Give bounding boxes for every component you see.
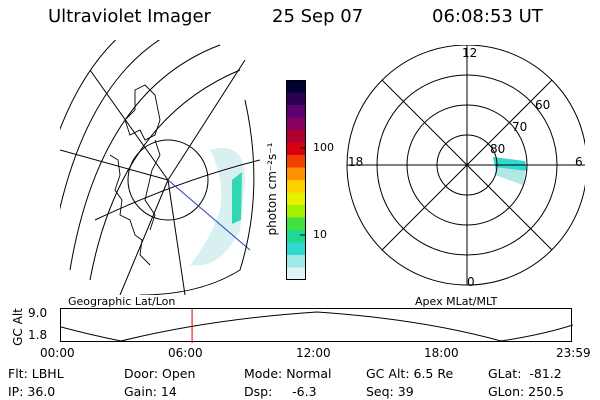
xtick-0600: 06:00 bbox=[168, 346, 203, 360]
colorbar-band bbox=[286, 217, 306, 231]
mlt-label-18: 18 bbox=[348, 155, 364, 169]
colorbar bbox=[286, 80, 306, 280]
mlat-label-80: 80 bbox=[490, 142, 506, 156]
mlt-label-0: 0 bbox=[467, 275, 475, 289]
apex-label: Apex MLat/MLT bbox=[415, 295, 498, 308]
colorbar-band bbox=[286, 130, 306, 143]
xtick-1200: 12:00 bbox=[296, 346, 331, 360]
altitude-ytick-top: 9.0 bbox=[28, 306, 48, 320]
info-gcalt: GC Alt: 6.5 Re bbox=[366, 366, 454, 381]
info-seq: Seq: 39 bbox=[366, 384, 414, 399]
colorbar-tick-10: 10 bbox=[313, 228, 327, 241]
colorbar-band bbox=[286, 117, 306, 131]
colorbar-band bbox=[286, 142, 306, 156]
colorbar-band bbox=[286, 205, 306, 218]
apex-polar-plot bbox=[346, 45, 585, 286]
info-door: Door: Open bbox=[124, 366, 196, 381]
info-dsp: Dsp: -6.3 bbox=[244, 384, 317, 399]
aurora-emission-bright bbox=[232, 172, 242, 224]
geographic-label: Geographic Lat/Lon bbox=[68, 295, 176, 308]
colorbar-band bbox=[286, 230, 306, 243]
date-label: 25 Sep 07 bbox=[272, 6, 364, 27]
xtick-1800: 18:00 bbox=[424, 346, 459, 360]
mlt-label-12: 12 bbox=[462, 46, 478, 60]
colorbar-band bbox=[286, 155, 306, 168]
altitude-ytick-bottom: 1.8 bbox=[28, 328, 48, 342]
instrument-title: Ultraviolet Imager bbox=[48, 6, 211, 27]
time-label: 06:08:53 UT bbox=[432, 6, 543, 27]
aurora-emission-faint bbox=[190, 148, 245, 266]
colorbar-band bbox=[286, 92, 306, 106]
xtick-0000: 00:00 bbox=[40, 346, 75, 360]
colorbar-band bbox=[286, 167, 306, 181]
colorbar-band bbox=[286, 105, 306, 118]
colorbar-tick-100: 100 bbox=[313, 141, 334, 154]
info-mode: Mode: Normal bbox=[244, 366, 332, 381]
altitude-curve bbox=[61, 311, 573, 342]
info-flt: Flt: LBHL bbox=[8, 366, 64, 381]
info-ip: IP: 36.0 bbox=[8, 384, 56, 399]
colorbar-unit-label: photon cm⁻²s⁻¹ bbox=[265, 142, 279, 236]
colorbar-band bbox=[286, 255, 306, 268]
colorbar-band bbox=[286, 180, 306, 193]
mlat-label-70: 70 bbox=[512, 120, 528, 134]
mlat-label-60: 60 bbox=[535, 98, 551, 112]
colorbar-band bbox=[286, 267, 306, 280]
mlt-label-6: 6 bbox=[575, 155, 583, 169]
aurora-oval-bright bbox=[493, 157, 527, 171]
info-gain: Gain: 14 bbox=[124, 384, 177, 399]
altitude-plot bbox=[60, 308, 573, 343]
colorbar-band bbox=[286, 80, 306, 93]
geographic-map bbox=[60, 40, 260, 295]
colorbar-band bbox=[286, 192, 306, 206]
colorbar-band bbox=[286, 242, 306, 256]
altitude-ylabel: GC Alt bbox=[11, 308, 25, 346]
info-glon: GLon: 250.5 bbox=[488, 384, 564, 399]
xtick-2359: 23:59 bbox=[556, 346, 591, 360]
info-glat: GLat: -81.2 bbox=[488, 366, 562, 381]
